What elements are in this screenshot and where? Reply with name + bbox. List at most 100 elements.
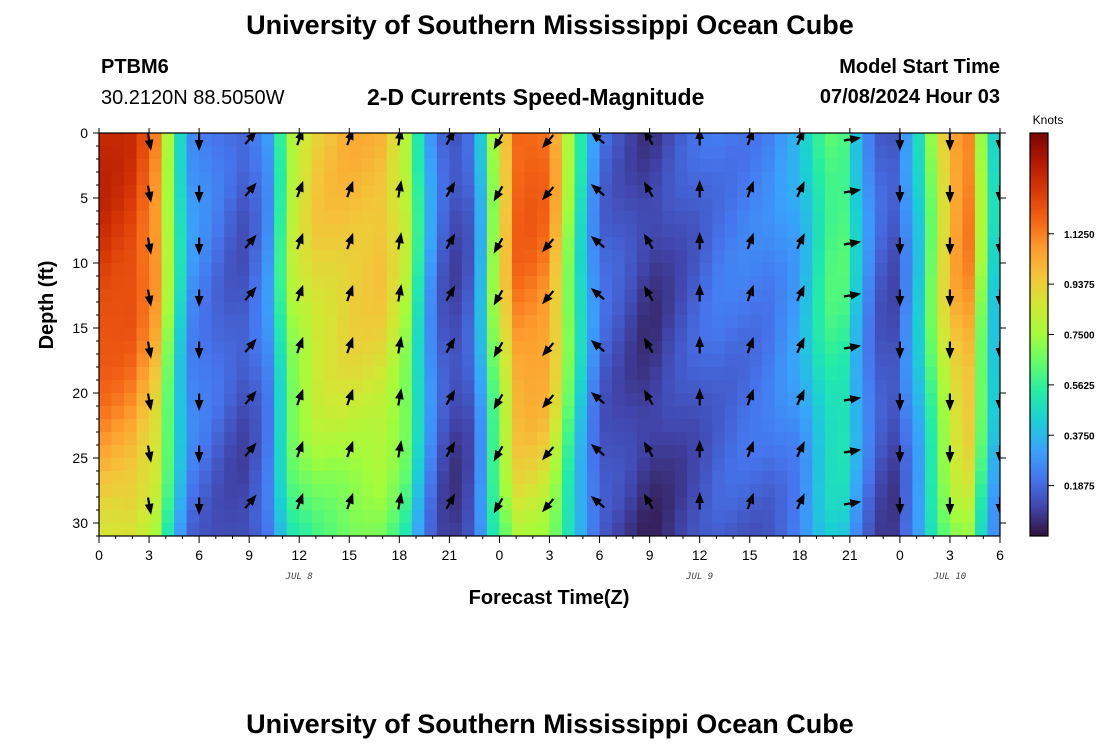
heatmap-cell xyxy=(224,250,238,264)
heatmap-cell xyxy=(887,211,901,225)
heatmap-cell xyxy=(211,341,225,355)
heatmap-cell xyxy=(411,133,425,147)
heatmap-cell xyxy=(211,367,225,381)
heatmap-cell xyxy=(774,432,788,446)
heatmap-cell xyxy=(874,406,888,420)
heatmap-cell xyxy=(161,380,175,394)
heatmap-cell xyxy=(724,133,738,147)
heatmap-cell xyxy=(386,380,400,394)
heatmap-cell xyxy=(111,497,125,511)
heatmap-cell xyxy=(361,133,375,147)
heatmap-cell xyxy=(136,510,150,524)
heatmap-cell xyxy=(862,406,876,420)
heatmap-cell xyxy=(974,237,989,251)
heatmap-cell xyxy=(174,354,188,368)
heatmap-cell xyxy=(837,380,851,394)
heatmap-cell xyxy=(587,146,601,160)
heatmap-cell xyxy=(486,471,501,485)
heatmap-cell xyxy=(612,133,626,147)
heatmap-cell xyxy=(386,432,400,446)
heatmap-cell xyxy=(774,146,788,160)
heatmap-cell xyxy=(499,406,513,420)
heatmap-cell xyxy=(612,237,626,251)
heatmap-cell xyxy=(524,250,538,264)
heatmap-cell xyxy=(774,380,788,394)
heatmap-cell xyxy=(399,211,413,225)
current-vector xyxy=(590,236,605,249)
heatmap-cell xyxy=(386,315,400,329)
current-vector xyxy=(244,286,257,301)
heatmap-cell xyxy=(924,315,939,329)
heatmap-cell xyxy=(574,510,588,524)
heatmap-cell xyxy=(549,367,563,381)
heatmap-cell xyxy=(486,211,501,225)
heatmap-cell xyxy=(987,419,1000,433)
heatmap-cell xyxy=(186,341,200,355)
heatmap-cell xyxy=(687,315,701,329)
x-tick-label: 12 xyxy=(692,547,708,563)
heatmap-cell xyxy=(374,172,388,186)
heatmap-cell xyxy=(124,380,138,394)
heatmap-cell xyxy=(749,211,763,225)
heatmap-cell xyxy=(612,302,626,316)
heatmap-cell xyxy=(261,341,275,355)
heatmap-cell xyxy=(912,224,926,238)
heatmap-cell xyxy=(849,380,863,394)
heatmap-cell xyxy=(949,159,964,173)
heatmap-cell xyxy=(99,289,113,303)
heatmap-cell xyxy=(536,354,551,368)
heatmap-cell xyxy=(361,523,375,536)
heatmap-cell xyxy=(862,172,876,186)
heatmap-cell xyxy=(574,380,588,394)
heatmap-cell xyxy=(674,315,688,329)
heatmap-cell xyxy=(399,367,413,381)
heatmap-cell xyxy=(724,393,738,407)
heatmap-cell xyxy=(286,380,300,394)
heatmap-cell xyxy=(987,432,1000,446)
heatmap-cell xyxy=(186,198,200,212)
heatmap-cell xyxy=(899,198,913,212)
heatmap-cell xyxy=(674,250,688,264)
heatmap-cell xyxy=(912,341,926,355)
heatmap-cell xyxy=(699,315,713,329)
heatmap-cell xyxy=(324,445,338,459)
heatmap-cell xyxy=(962,276,976,290)
heatmap-cell xyxy=(762,237,776,251)
heatmap-cell xyxy=(987,367,1000,381)
heatmap-cell xyxy=(111,198,125,212)
y-tick-label: 30 xyxy=(72,515,88,531)
heatmap-cell xyxy=(637,224,651,238)
heatmap-cell xyxy=(699,159,713,173)
heatmap-cell xyxy=(574,341,588,355)
heatmap-cell xyxy=(862,484,876,498)
heatmap-cell xyxy=(511,367,526,381)
heatmap-cell xyxy=(436,471,450,485)
current-vector xyxy=(795,133,805,146)
heatmap-cell xyxy=(974,146,989,160)
heatmap-cell xyxy=(549,406,563,420)
heatmap-cell xyxy=(937,172,951,186)
heatmap-cell xyxy=(762,380,776,394)
current-vector xyxy=(643,181,654,198)
heatmap-cell xyxy=(161,224,175,238)
heatmap-cell xyxy=(862,419,876,433)
heatmap-cell xyxy=(787,250,801,264)
heatmap-cell xyxy=(474,133,488,147)
heatmap-cell xyxy=(199,380,213,394)
heatmap-cell xyxy=(474,419,488,433)
heatmap-cell xyxy=(499,198,513,212)
heatmap-cell xyxy=(499,263,513,277)
heatmap-cell xyxy=(887,419,901,433)
heatmap-cell xyxy=(762,159,776,173)
heatmap-cell xyxy=(824,367,838,381)
heatmap-cell xyxy=(399,445,413,459)
heatmap-cell xyxy=(436,263,450,277)
heatmap-cell xyxy=(324,276,338,290)
heatmap-cell xyxy=(324,289,338,303)
heatmap-cell xyxy=(724,367,738,381)
heatmap-cell xyxy=(474,315,488,329)
heatmap-cell xyxy=(386,263,400,277)
heatmap-cell xyxy=(461,497,476,511)
heatmap-cell xyxy=(186,224,200,238)
